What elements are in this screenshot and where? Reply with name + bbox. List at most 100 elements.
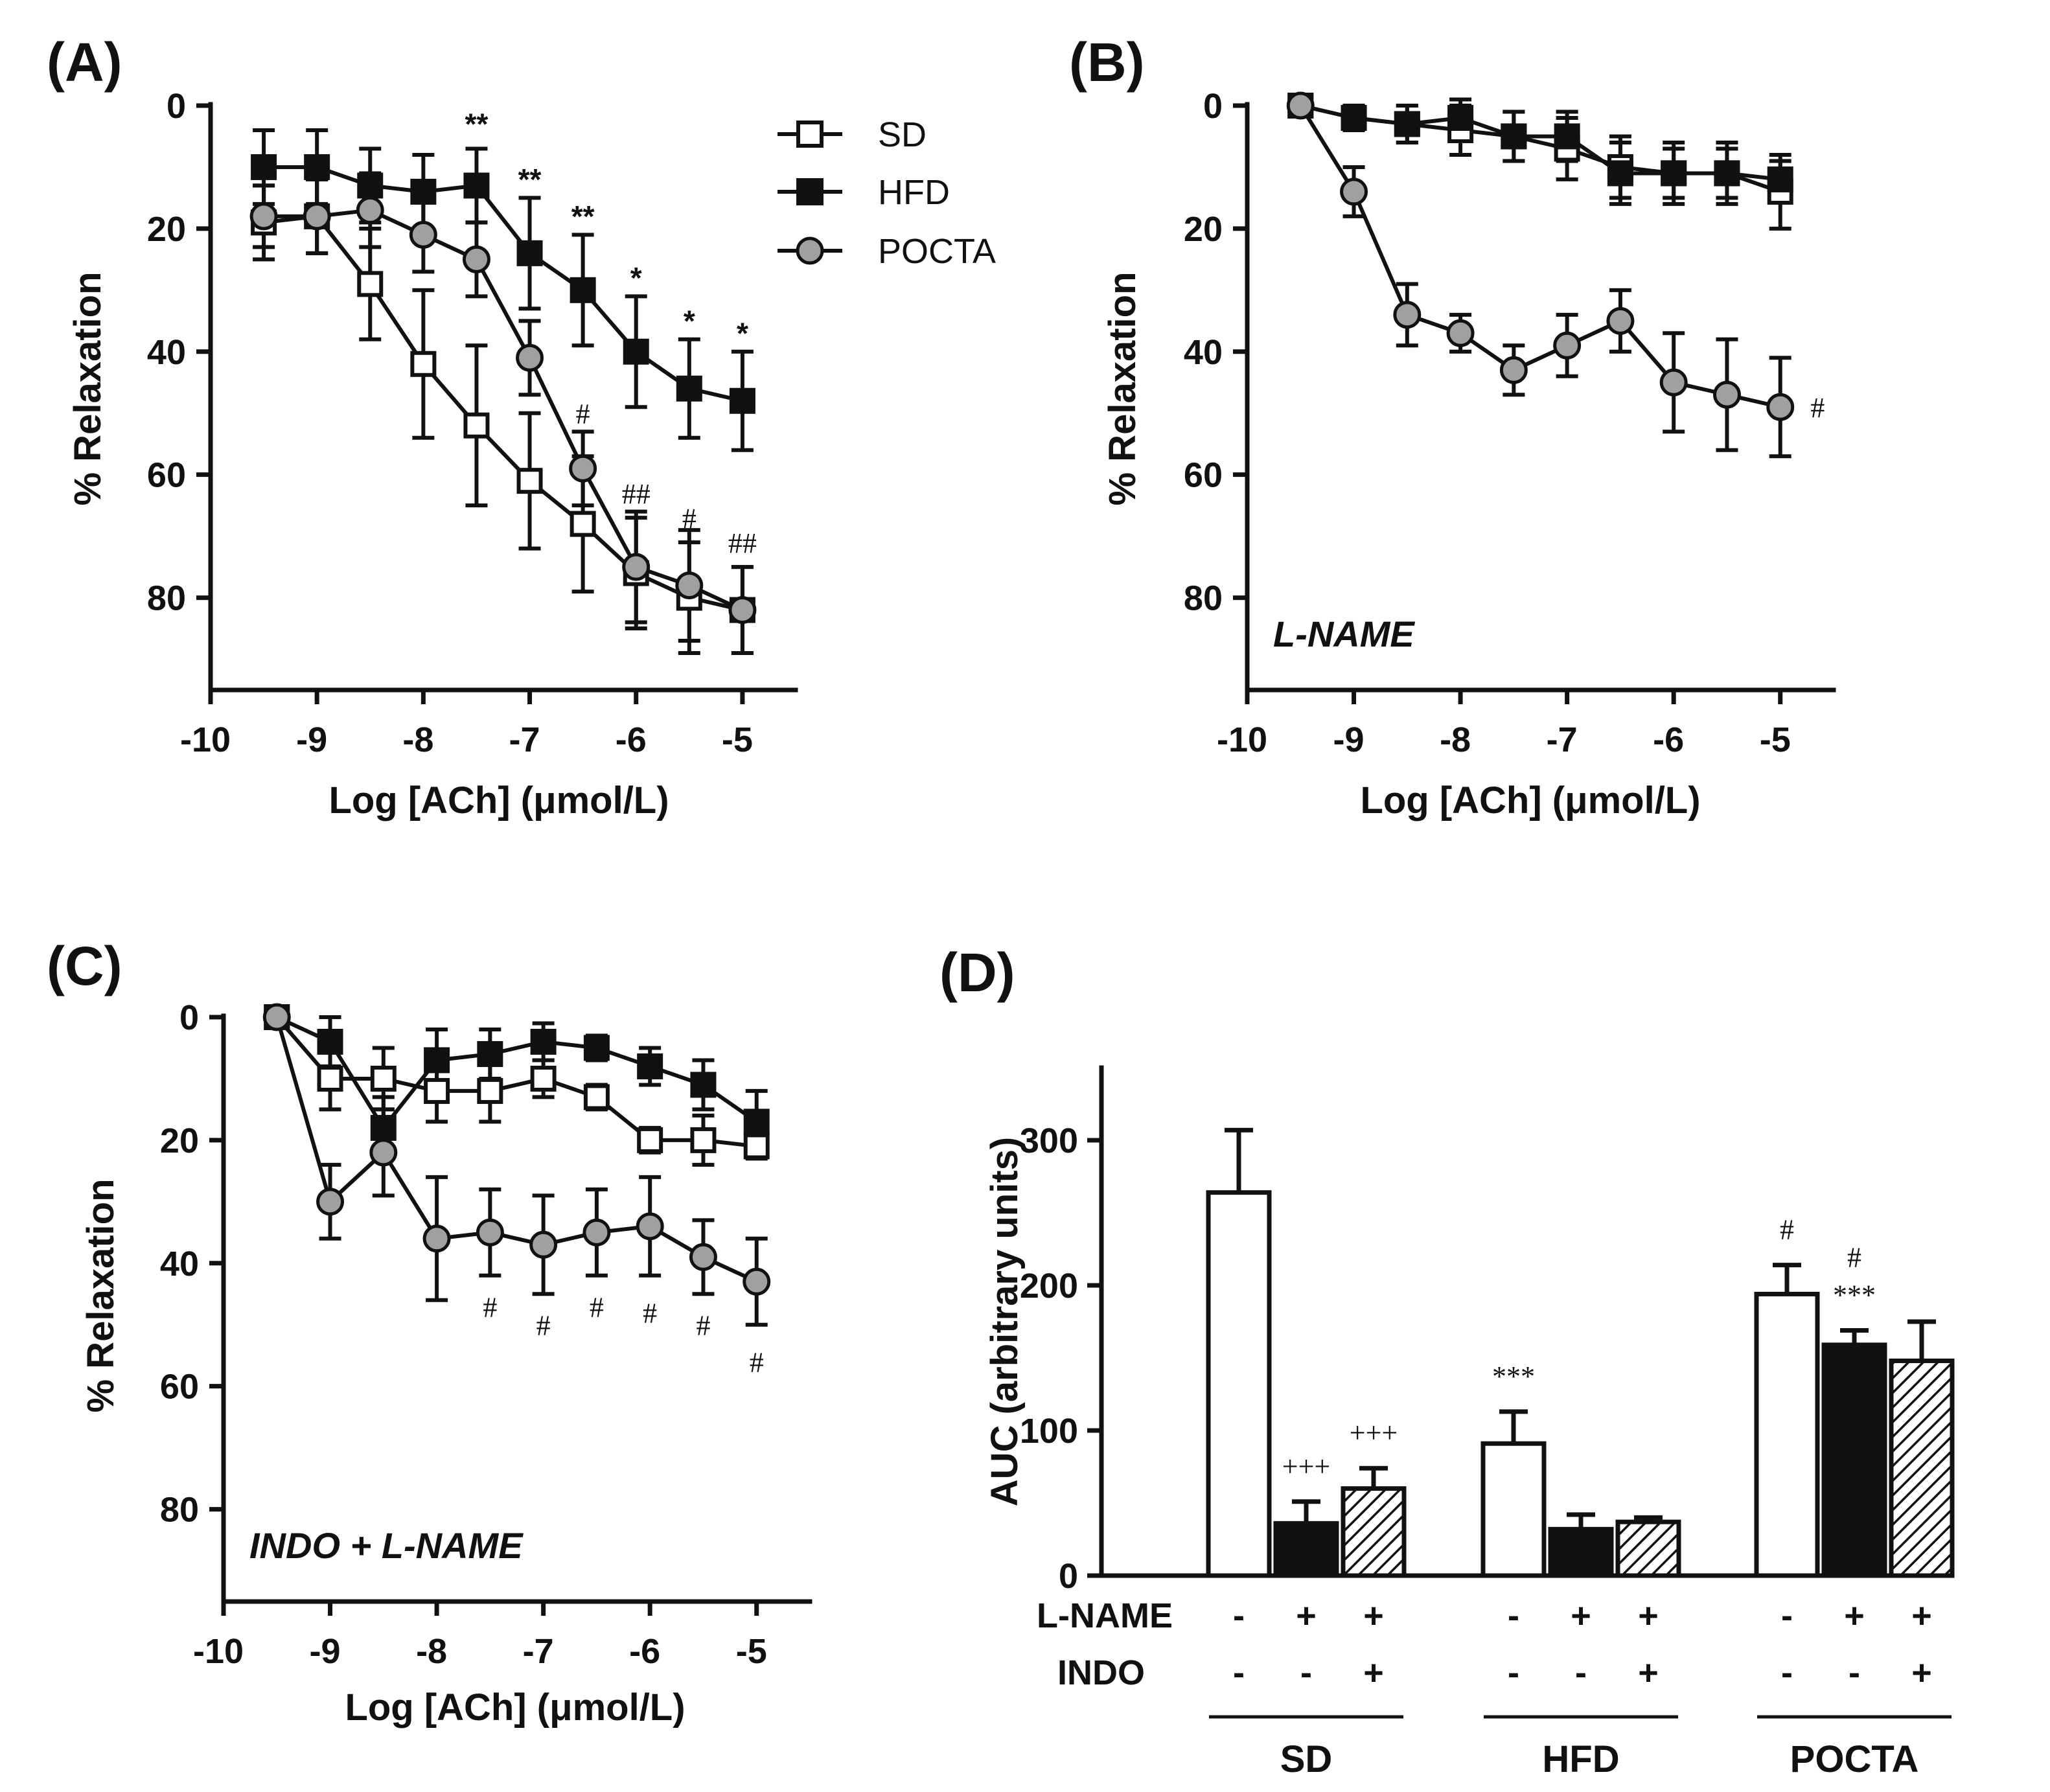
panel-c-sd-point [743, 1133, 770, 1160]
panel-a-y-tick-label: 40 [147, 333, 186, 372]
panel-a-hfd-point [570, 277, 596, 303]
panel-label-a: (A) [47, 32, 122, 93]
panel-c-x-tick-label: -6 [629, 1632, 660, 1671]
panel-c-hfd-point [743, 1109, 770, 1135]
panel-c-sd-point [637, 1127, 663, 1153]
panel-c-x-title: Log [ACh] (μmol/L) [345, 1686, 685, 1729]
panel-b-hfd-point [1447, 104, 1474, 131]
bar-hfd-lname-sign: + [1638, 1596, 1659, 1635]
panel-c-hfd-point [690, 1072, 717, 1098]
bar-pocta-lname-sign: + [1844, 1596, 1865, 1635]
panel-c-y-tick-label: 60 [160, 1368, 199, 1407]
panel-a-chart: % Relaxation Log [ACh] (μmol/L) 0 20 40 60 8… [67, 87, 996, 821]
row-label-indo: INDO [1057, 1653, 1145, 1692]
group-label-pocta: POCTA [1790, 1738, 1919, 1780]
bar-pocta-indo-sign: - [1781, 1653, 1793, 1692]
bar-sd-indo-sign: - [1233, 1653, 1245, 1692]
panel-b-hfd-point [1661, 160, 1687, 187]
bar-hfd-lname-sign: + [1571, 1596, 1591, 1635]
panel-c-condition-note: INDO + L-NAME [249, 1525, 524, 1566]
panel-b-y-tick-label: 80 [1184, 579, 1223, 618]
panel-b-pocta-point [1393, 301, 1422, 329]
legend-hfd-label: HFD [878, 173, 950, 212]
panel-c-significance-mark: # [696, 1310, 710, 1342]
panel-b-hfd-point [1394, 111, 1420, 137]
panel-a-hfd-line [264, 165, 743, 403]
panel-c-pocta-line [275, 1017, 757, 1283]
panel-b-x-title: Log [ACh] (μmol/L) [1360, 779, 1700, 821]
panel-b-pocta-point [1659, 368, 1688, 396]
panel-c-chart: % Relaxation Log [ACh] (μmol/L) INDO + L… [80, 998, 812, 1729]
panel-a-significance-mark: ## [728, 527, 757, 559]
panel-c-hfd-line [276, 1015, 758, 1132]
panel-b-pocta-point [1286, 91, 1315, 120]
panel-a-x-tick-label: -6 [616, 720, 647, 759]
panel-c-significance-mark: # [643, 1298, 657, 1329]
panel-b-y-tick-label: 40 [1184, 333, 1223, 372]
panel-b-x-tick-label: -7 [1547, 720, 1578, 759]
row-label-lname: L-NAME [1037, 1596, 1173, 1635]
group-label-hfd: HFD [1542, 1738, 1619, 1780]
panel-c-hfd-point [637, 1053, 663, 1079]
panel-a-x-title: Log [ACh] (μmol/L) [328, 779, 669, 821]
panel-b-x-tick-label: -8 [1440, 720, 1471, 759]
panel-a-pocta-point [249, 202, 278, 231]
bar-sd-lname-sign: + [1296, 1596, 1317, 1635]
panel-label-c: (C) [47, 936, 122, 996]
panel-a-sd-point [410, 350, 437, 377]
bar-sd-significance-mark: +++ [1282, 1451, 1330, 1482]
panel-c-pocta-point [262, 1003, 291, 1031]
panel-d-chart: AUC (arbitrary units) L-NAME INDO 0 100 20… [984, 1065, 1955, 1780]
bar-sd-significance-mark: +++ [1350, 1417, 1398, 1449]
panel-c-hfd-point [424, 1047, 450, 1074]
panel-a-significance-mark: ** [518, 163, 542, 196]
legend-hfd-marker [777, 178, 842, 205]
panel-a-sd-point [516, 468, 543, 494]
panel-a-hfd-point [304, 154, 330, 180]
panel-a-pocta-point [728, 596, 757, 625]
bar-pocta-black [1821, 1342, 1887, 1578]
bar-sd-indo-sign: + [1363, 1653, 1384, 1692]
bar-pocta-significance-mark: # [1780, 1214, 1794, 1246]
panel-a-significance-mark: ** [571, 200, 595, 233]
panel-c-sd-point [583, 1084, 610, 1110]
panel-d-y-tick-label: 0 [1059, 1557, 1078, 1596]
panel-a-y-tick-label: 20 [147, 210, 186, 249]
panel-c-sd-point [370, 1065, 397, 1092]
panel-d-y-tick-label: 300 [1020, 1121, 1078, 1160]
panel-c-axes [221, 1013, 812, 1604]
panel-a-hfd-point [357, 172, 384, 199]
panel-a-legend: SD HFD POCTA [777, 115, 996, 271]
panel-b-pocta-point [1712, 380, 1741, 409]
panel-c-hfd-point [583, 1035, 610, 1061]
bar-hfd-hatch [1615, 1519, 1681, 1578]
panel-c-x-tick-label: -7 [523, 1632, 554, 1671]
bar-pocta-lname-sign: + [1911, 1596, 1932, 1635]
panel-c-pocta-point [369, 1138, 398, 1167]
panel-b-chart: % Relaxation Log [ACh] (μmol/L) L-NAME 0… [1101, 87, 1836, 821]
panel-a-pocta-point [569, 454, 597, 483]
panel-a-pocta-point [516, 343, 544, 372]
panel-a-pocta-point [409, 220, 437, 249]
panel-label-b: (B) [1069, 32, 1145, 93]
panel-a-y-tick-label: 0 [167, 87, 186, 126]
bar-hfd-black [1548, 1526, 1614, 1578]
panel-c-sd-line [275, 1016, 757, 1149]
panel-a-y-title: % Relaxation [67, 272, 109, 506]
bar-pocta-white [1754, 1291, 1820, 1578]
panel-b-hfd-line [1300, 104, 1781, 181]
panel-c-pocta-point [582, 1218, 611, 1246]
legend-sd-marker [777, 121, 842, 148]
panel-a-hfd-point [516, 240, 543, 266]
panel-c-y-tick-label: 80 [160, 1491, 199, 1530]
bar-pocta-significance-mark: *** [1833, 1279, 1876, 1311]
panel-c-sd-point [477, 1077, 503, 1104]
panel-a-significance-mark: # [682, 503, 697, 534]
panel-a-significance-mark: * [684, 304, 695, 338]
panel-b-hfd-point [1714, 160, 1740, 187]
panel-b-pocta-point [1606, 306, 1635, 335]
panel-b-significance-mark: # [1810, 392, 1825, 424]
panel-a-x-tick-label: -5 [722, 720, 753, 759]
panel-a-pocta-line [264, 208, 744, 612]
bar-sd-lname-sign: + [1363, 1596, 1384, 1635]
